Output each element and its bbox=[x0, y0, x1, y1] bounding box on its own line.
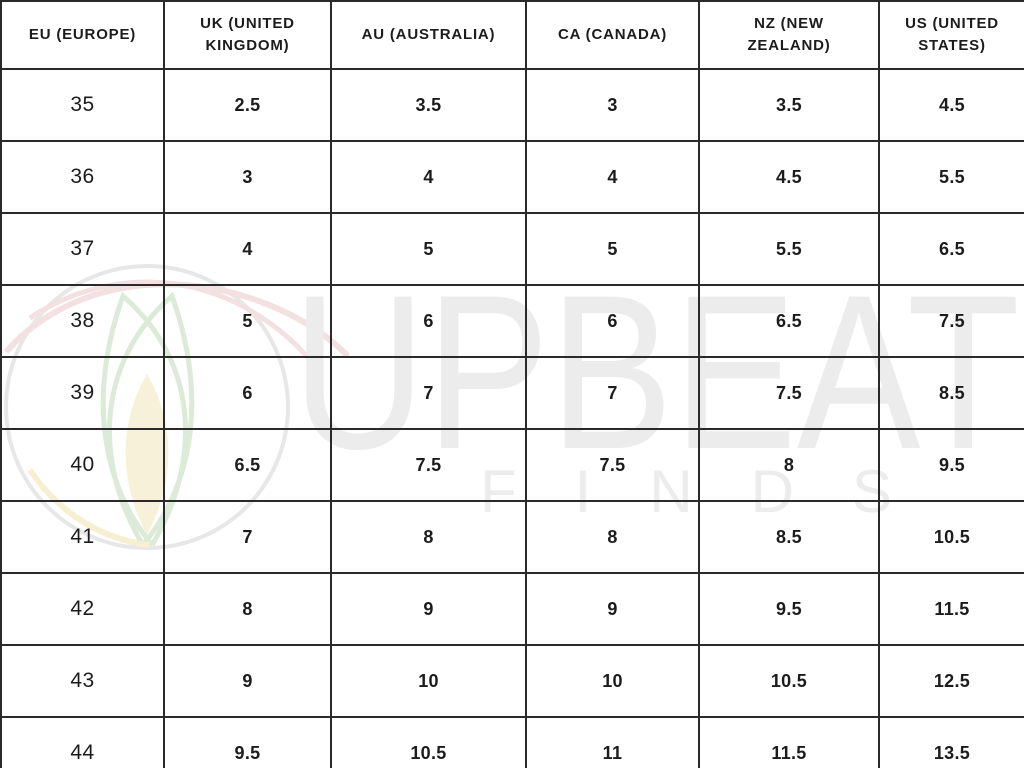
size-cell: 11 bbox=[525, 716, 700, 768]
size-cell: 7.5 bbox=[698, 356, 880, 430]
header-cell: CA (CANADA) bbox=[525, 0, 700, 70]
size-cell: 5.5 bbox=[878, 140, 1024, 214]
size-cell: 9 bbox=[330, 572, 527, 646]
size-cell: 12.5 bbox=[878, 644, 1024, 718]
size-cell: 6.5 bbox=[163, 428, 332, 502]
size-cell: 10.5 bbox=[698, 644, 880, 718]
table-row: 40 6.5 7.5 7.5 8 9.5 bbox=[0, 428, 1024, 502]
header-cell: EU (EUROPE) bbox=[0, 0, 165, 70]
size-cell: 3 bbox=[163, 140, 332, 214]
table-row: 39 6 7 7 7.5 8.5 bbox=[0, 356, 1024, 430]
size-cell: 37 bbox=[0, 212, 165, 286]
size-cell: 11.5 bbox=[878, 572, 1024, 646]
size-cell: 8 bbox=[525, 500, 700, 574]
header-cell: UK (UNITED KINGDOM) bbox=[163, 0, 332, 70]
size-cell: 7.5 bbox=[878, 284, 1024, 358]
size-cell: 4 bbox=[330, 140, 527, 214]
table-row: 37 4 5 5 5.5 6.5 bbox=[0, 212, 1024, 286]
size-cell: 9.5 bbox=[878, 428, 1024, 502]
size-cell: 8 bbox=[698, 428, 880, 502]
size-cell: 9 bbox=[525, 572, 700, 646]
table-body: 35 2.5 3.5 3 3.5 4.5 36 3 4 4 4.5 5.5 37 4 5 5 5.5 6.5 38 5… bbox=[0, 68, 1024, 768]
size-cell: 9.5 bbox=[698, 572, 880, 646]
size-cell: 6.5 bbox=[878, 212, 1024, 286]
table-row: 41 7 8 8 8.5 10.5 bbox=[0, 500, 1024, 574]
size-cell: 7.5 bbox=[330, 428, 527, 502]
size-cell: 40 bbox=[0, 428, 165, 502]
table-row: 43 9 10 10 10.5 12.5 bbox=[0, 644, 1024, 718]
header-row: EU (EUROPE) UK (UNITED KINGDOM) AU (AUSTRA… bbox=[0, 0, 1024, 70]
size-cell: 3.5 bbox=[698, 68, 880, 142]
size-cell: 3 bbox=[525, 68, 700, 142]
size-cell: 2.5 bbox=[163, 68, 332, 142]
size-cell: 9.5 bbox=[163, 716, 332, 768]
table-header: EU (EUROPE) UK (UNITED KINGDOM) AU (AUSTRA… bbox=[0, 0, 1024, 70]
size-cell: 10 bbox=[330, 644, 527, 718]
size-cell: 8.5 bbox=[698, 500, 880, 574]
size-cell: 8.5 bbox=[878, 356, 1024, 430]
size-cell: 5 bbox=[163, 284, 332, 358]
size-cell: 11.5 bbox=[698, 716, 880, 768]
size-cell: 8 bbox=[330, 500, 527, 574]
size-cell: 6 bbox=[330, 284, 527, 358]
table-row: 35 2.5 3.5 3 3.5 4.5 bbox=[0, 68, 1024, 142]
size-cell: 7 bbox=[330, 356, 527, 430]
size-cell: 36 bbox=[0, 140, 165, 214]
size-cell: 6 bbox=[163, 356, 332, 430]
table-row: 42 8 9 9 9.5 11.5 bbox=[0, 572, 1024, 646]
header-cell: NZ (NEW ZEALAND) bbox=[698, 0, 880, 70]
table-row: 36 3 4 4 4.5 5.5 bbox=[0, 140, 1024, 214]
size-cell: 7.5 bbox=[525, 428, 700, 502]
size-cell: 41 bbox=[0, 500, 165, 574]
size-cell: 9 bbox=[163, 644, 332, 718]
size-cell: 5 bbox=[330, 212, 527, 286]
header-cell: US (UNITED STATES) bbox=[878, 0, 1024, 70]
size-cell: 3.5 bbox=[330, 68, 527, 142]
size-cell: 4.5 bbox=[698, 140, 880, 214]
size-cell: 5 bbox=[525, 212, 700, 286]
size-cell: 7 bbox=[525, 356, 700, 430]
size-cell: 8 bbox=[163, 572, 332, 646]
size-cell: 13.5 bbox=[878, 716, 1024, 768]
table-row: 44 9.5 10.5 11 11.5 13.5 bbox=[0, 716, 1024, 768]
size-cell: 39 bbox=[0, 356, 165, 430]
size-cell: 42 bbox=[0, 572, 165, 646]
size-cell: 5.5 bbox=[698, 212, 880, 286]
size-cell: 35 bbox=[0, 68, 165, 142]
size-cell: 10.5 bbox=[878, 500, 1024, 574]
size-cell: 4 bbox=[163, 212, 332, 286]
size-cell: 43 bbox=[0, 644, 165, 718]
size-cell: 6.5 bbox=[698, 284, 880, 358]
size-cell: 7 bbox=[163, 500, 332, 574]
size-cell: 4.5 bbox=[878, 68, 1024, 142]
size-cell: 38 bbox=[0, 284, 165, 358]
header-cell: AU (AUSTRALIA) bbox=[330, 0, 527, 70]
size-cell: 44 bbox=[0, 716, 165, 768]
size-cell: 6 bbox=[525, 284, 700, 358]
table-row: 38 5 6 6 6.5 7.5 bbox=[0, 284, 1024, 358]
size-cell: 10.5 bbox=[330, 716, 527, 768]
size-cell: 10 bbox=[525, 644, 700, 718]
size-cell: 4 bbox=[525, 140, 700, 214]
